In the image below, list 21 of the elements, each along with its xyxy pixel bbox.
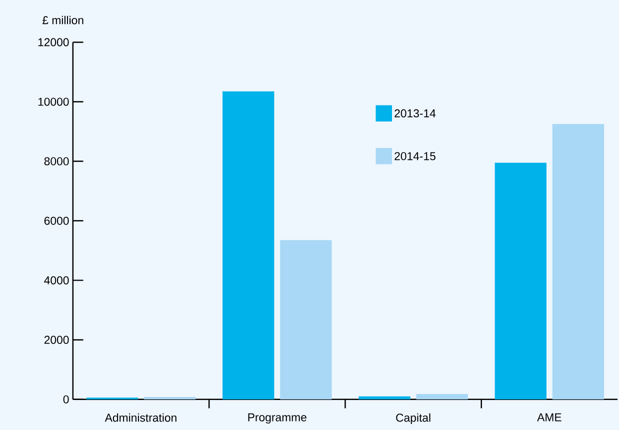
y-axis-title: £ million: [42, 16, 84, 24]
bar: [280, 240, 332, 400]
x-tick-label: Capital: [396, 413, 430, 424]
y-tick-label: 4000: [44, 276, 69, 284]
x-tick-label: Administration: [104, 413, 176, 422]
y-tick-label: 0: [63, 395, 69, 404]
y-tick-label: 10000: [38, 98, 69, 106]
bar: [358, 396, 410, 400]
y-tick-label: 6000: [44, 216, 69, 225]
bar: [494, 162, 546, 400]
x-tick-label: Programme: [248, 413, 306, 424]
bar: [552, 124, 604, 400]
y-tick-label: 2000: [44, 336, 69, 344]
bar: [222, 91, 274, 400]
legend-label: 2014-15: [394, 152, 436, 160]
y-tick-label: 8000: [44, 157, 69, 166]
bar: [416, 394, 468, 400]
y-tick-label: 12000: [38, 38, 69, 46]
x-tick-label: AME: [537, 413, 562, 422]
bar: [144, 396, 196, 400]
legend-label: 2013-14: [394, 109, 436, 118]
